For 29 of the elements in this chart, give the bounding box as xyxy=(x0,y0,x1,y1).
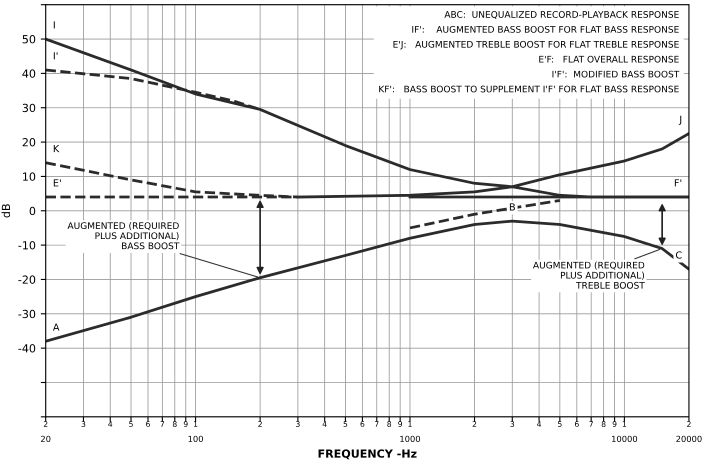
x-tick-label: 20000 xyxy=(676,436,702,442)
annotation: ABC: UNEQUALIZED RECORD-PLAYBACK RESPONSE IF': AUGMENTED BASS BOOST FOR FLAT BASS RESPONSE E'J: AUGMENTED TREBLE BOOST FOR FLAT TREBLE RESPONSE E'F: FLAT OVERALL RESPONSE I'F': MODIFIED BASS BOOST KF': BASS BOOST TO SUPPLEMENT I'F' FOR FLAT BASS RESPONSE xyxy=(379,11,680,92)
x-axis-title: FREQUENCY -Hz xyxy=(318,449,417,460)
y-tick-label: -10 xyxy=(18,241,36,250)
y-tick-label: 0 xyxy=(30,206,36,216)
x-tick-label: 1000 xyxy=(400,436,420,442)
annotation: I' xyxy=(54,52,58,60)
y-tick-label: 40 xyxy=(22,69,36,78)
y-tick-label: -40 xyxy=(18,344,36,353)
annotation: J xyxy=(678,116,682,125)
y-tick-label: -30 xyxy=(18,310,36,318)
annotation: A xyxy=(52,324,60,331)
annotation: I xyxy=(54,21,55,28)
annotation: C xyxy=(676,251,682,259)
y-tick-label: 50 xyxy=(22,35,36,44)
annotation: F' xyxy=(674,179,682,186)
annotation: AUGMENTED (REQUIRED PLUS ADDITIONAL) TREBLE BOOST xyxy=(533,262,645,289)
y-tick-label: 20 xyxy=(22,138,36,146)
x-tick-label: 100 xyxy=(188,436,203,442)
y-axis-title: dB xyxy=(2,204,10,218)
annotation: E' xyxy=(54,179,61,186)
y-tick-label: 10 xyxy=(23,172,36,181)
x-tick-label: 20 xyxy=(41,436,50,442)
y-tick-label: -20 xyxy=(18,275,36,284)
x-tick-label: 10000 xyxy=(612,436,638,442)
annotation: AUGMENTED (REQUIRED PLUS ADDITIONAL) BASS BOOST xyxy=(68,222,180,250)
annotation: K xyxy=(54,144,60,152)
y-tick-label: 30 xyxy=(22,104,36,112)
annotation: B xyxy=(510,203,515,210)
